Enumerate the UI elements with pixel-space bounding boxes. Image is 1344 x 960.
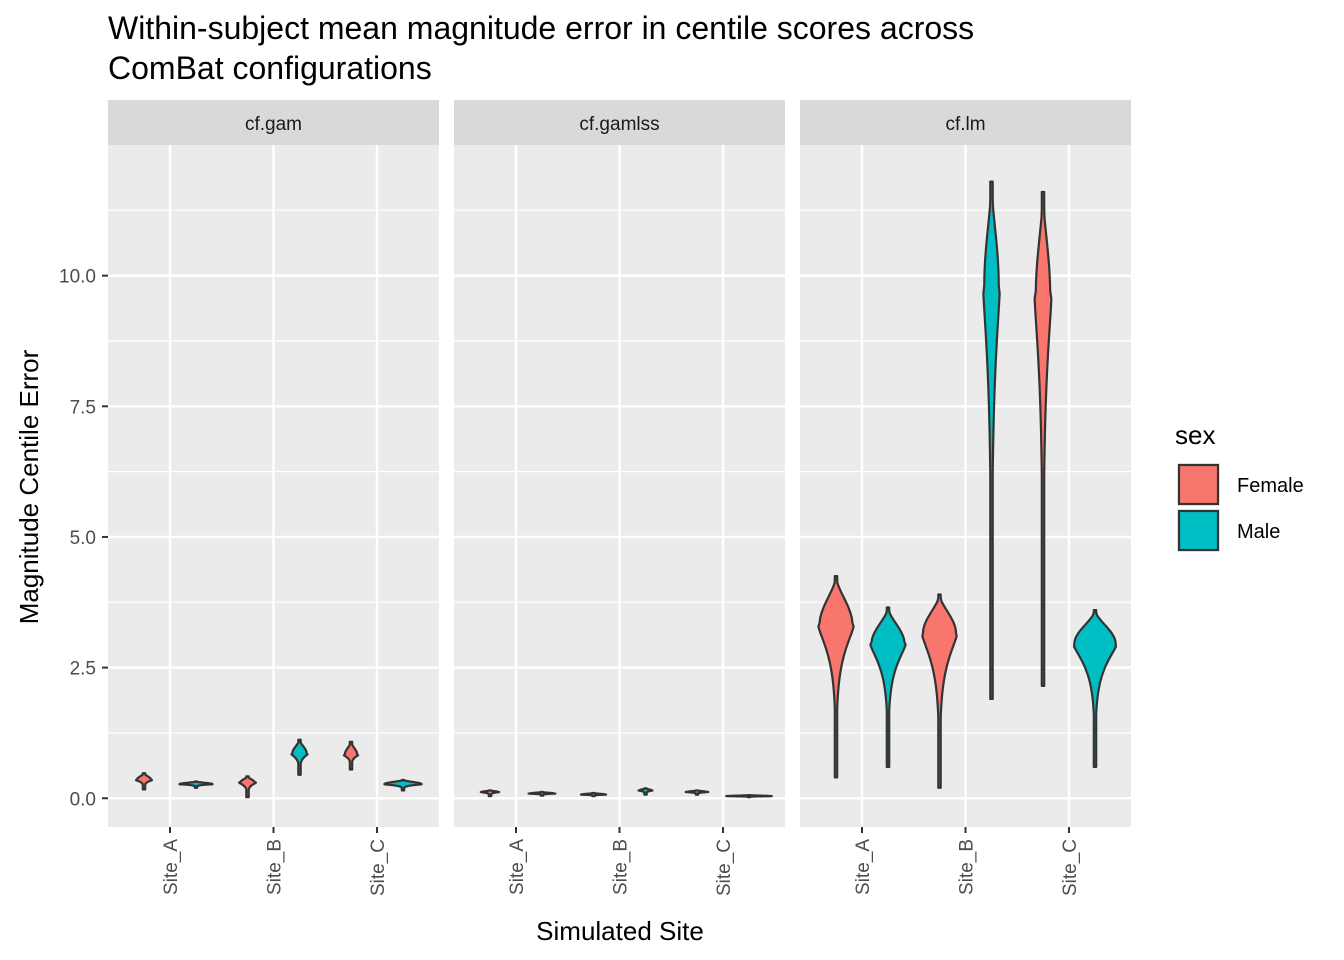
x-axes: Site_A Site_B Site_C Site_A Site_B Site_C Site…: [161, 827, 1081, 896]
legend-label-female: Female: [1237, 475, 1304, 497]
x-axis-title: Simulated Site: [536, 916, 704, 946]
legend-swatch-female: [1177, 463, 1220, 506]
facet-strip: [454, 100, 785, 145]
y-tick-label: 5.0: [70, 528, 96, 549]
x-tick-label: Site_C: [368, 839, 389, 896]
violin-male-cf-gam-site_c: [383, 778, 423, 792]
violin-female-cf-gamlss-site_c: [684, 789, 710, 796]
violin-female-cf-lm-site_b: [921, 593, 958, 789]
legend-swatch-male: [1177, 509, 1220, 552]
y-tick-label: 0.0: [70, 789, 96, 810]
legend-label-male: Male: [1237, 521, 1280, 543]
violin-female-cf-gamlss-site_a: [479, 789, 501, 798]
y-axis: 0.0 2.5 5.0 7.5 10.0: [59, 267, 108, 810]
facet-strip: [800, 100, 1131, 145]
facet-strip: [108, 100, 439, 145]
y-tick-label: 7.5: [70, 397, 96, 418]
violin-male-cf-gam-site_b: [290, 738, 309, 776]
violin-male-cf-lm-site_a: [869, 606, 907, 768]
x-tick-label: Site_B: [611, 839, 632, 895]
violin-female-cf-gam-site_b: [237, 775, 258, 799]
facet-panel-cf.gamlss: cf.gamlss: [454, 100, 785, 827]
series-male: [178, 180, 1117, 799]
legend-title: sex: [1175, 420, 1215, 450]
legend: sex Female Male: [1175, 420, 1304, 552]
violin-male-cf-gamlss-site_b: [637, 787, 654, 796]
violin-female-cf-lm-site_a: [817, 575, 855, 779]
y-tick-label: 2.5: [70, 659, 96, 680]
x-tick-label: Site_A: [507, 839, 528, 895]
violin-male-cf-lm-site_c: [1073, 609, 1117, 768]
violin-male-cf-lm-site_b: [982, 180, 1001, 701]
y-axis-title: Magnitude Centile Error: [14, 349, 44, 624]
violin-female-cf-gam-site_a: [134, 772, 154, 791]
y-tick-label: 10.0: [59, 267, 96, 288]
chart-title-line-1: Within-subject mean magnitude error in c…: [108, 10, 974, 46]
violin-male-cf-gam-site_a: [178, 780, 214, 789]
violin-female-cf-gamlss-site_b: [579, 791, 608, 798]
x-tick-label: Site_C: [1060, 839, 1081, 896]
facet-panel-cf.lm: cf.lm: [800, 100, 1131, 827]
facet-panels: cf.gam cf.gamlss cf.lm: [108, 100, 1131, 827]
facet-strip-label: cf.gam: [245, 114, 302, 135]
chart-title-line-2: ComBat configurations: [108, 50, 432, 86]
facet-strip-label: cf.lm: [945, 114, 985, 135]
violin-male-cf-gamlss-site_c: [725, 794, 773, 799]
facet-panel-cf.gam: cf.gam: [108, 100, 439, 827]
violin-female-cf-gam-site_c: [342, 740, 360, 771]
x-tick-label: Site_B: [957, 839, 978, 895]
x-tick-label: Site_A: [853, 839, 874, 895]
x-tick-label: Site_A: [161, 839, 182, 895]
series-female: [134, 190, 1053, 799]
violin-female-cf-lm-site_c: [1033, 190, 1053, 687]
x-tick-label: Site_B: [265, 839, 286, 895]
violin-male-cf-gamlss-site_a: [527, 790, 557, 797]
facet-strip-label: cf.gamlss: [579, 114, 659, 135]
x-tick-label: Site_C: [714, 839, 735, 896]
